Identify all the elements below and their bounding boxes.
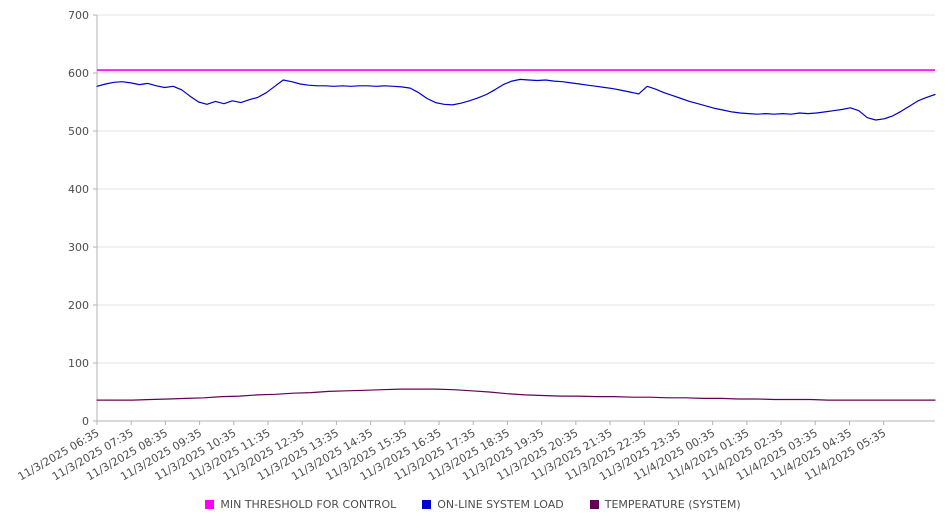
legend-swatch-temperature-system-icon — [589, 500, 599, 509]
svg-text:400: 400 — [68, 183, 89, 196]
legend-swatch-online-system-load-icon — [422, 500, 432, 509]
legend-swatch-min-threshold-icon — [205, 500, 215, 509]
chart-legend: MIN THRESHOLD FOR CONTROL ON-LINE SYSTEM… — [0, 498, 946, 511]
legend-item-min-threshold: MIN THRESHOLD FOR CONTROL — [205, 498, 396, 511]
svg-text:600: 600 — [68, 67, 89, 80]
legend-item-online-system-load: ON-LINE SYSTEM LOAD — [422, 498, 564, 511]
legend-label-online-system-load: ON-LINE SYSTEM LOAD — [437, 498, 564, 511]
svg-text:700: 700 — [68, 9, 89, 22]
svg-text:500: 500 — [68, 125, 89, 138]
svg-text:300: 300 — [68, 241, 89, 254]
legend-label-min-threshold: MIN THRESHOLD FOR CONTROL — [220, 498, 397, 511]
svg-text:100: 100 — [68, 357, 89, 370]
svg-text:200: 200 — [68, 299, 89, 312]
svg-text:0: 0 — [82, 415, 89, 428]
legend-item-temperature-system: TEMPERATURE (SYSTEM) — [589, 498, 741, 511]
legend-label-temperature-system: TEMPERATURE (SYSTEM) — [604, 498, 741, 511]
